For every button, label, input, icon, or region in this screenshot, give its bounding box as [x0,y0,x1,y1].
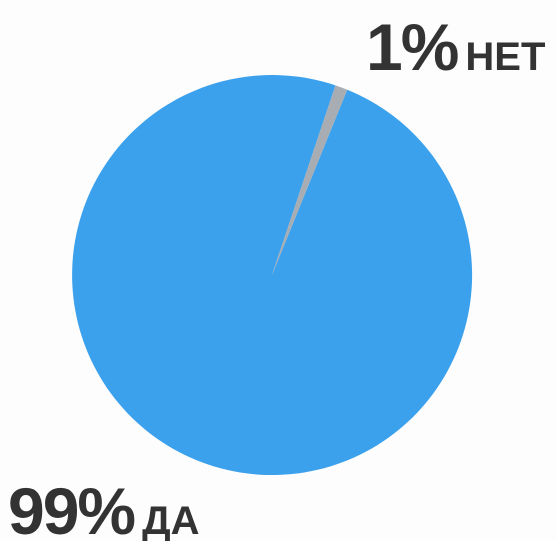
slice-label-yes: 99% ДА [8,478,200,541]
pie-slice-yes [72,75,473,476]
slice-name-no: НЕТ [465,35,546,79]
pie-slices [72,75,473,476]
slice-label-no: 1% НЕТ [366,14,545,80]
slice-name-yes: ДА [142,499,200,541]
slice-percent-no: 1% [366,10,459,84]
slice-percent-yes: 99% [8,474,136,541]
pie-slice-no [272,85,348,275]
